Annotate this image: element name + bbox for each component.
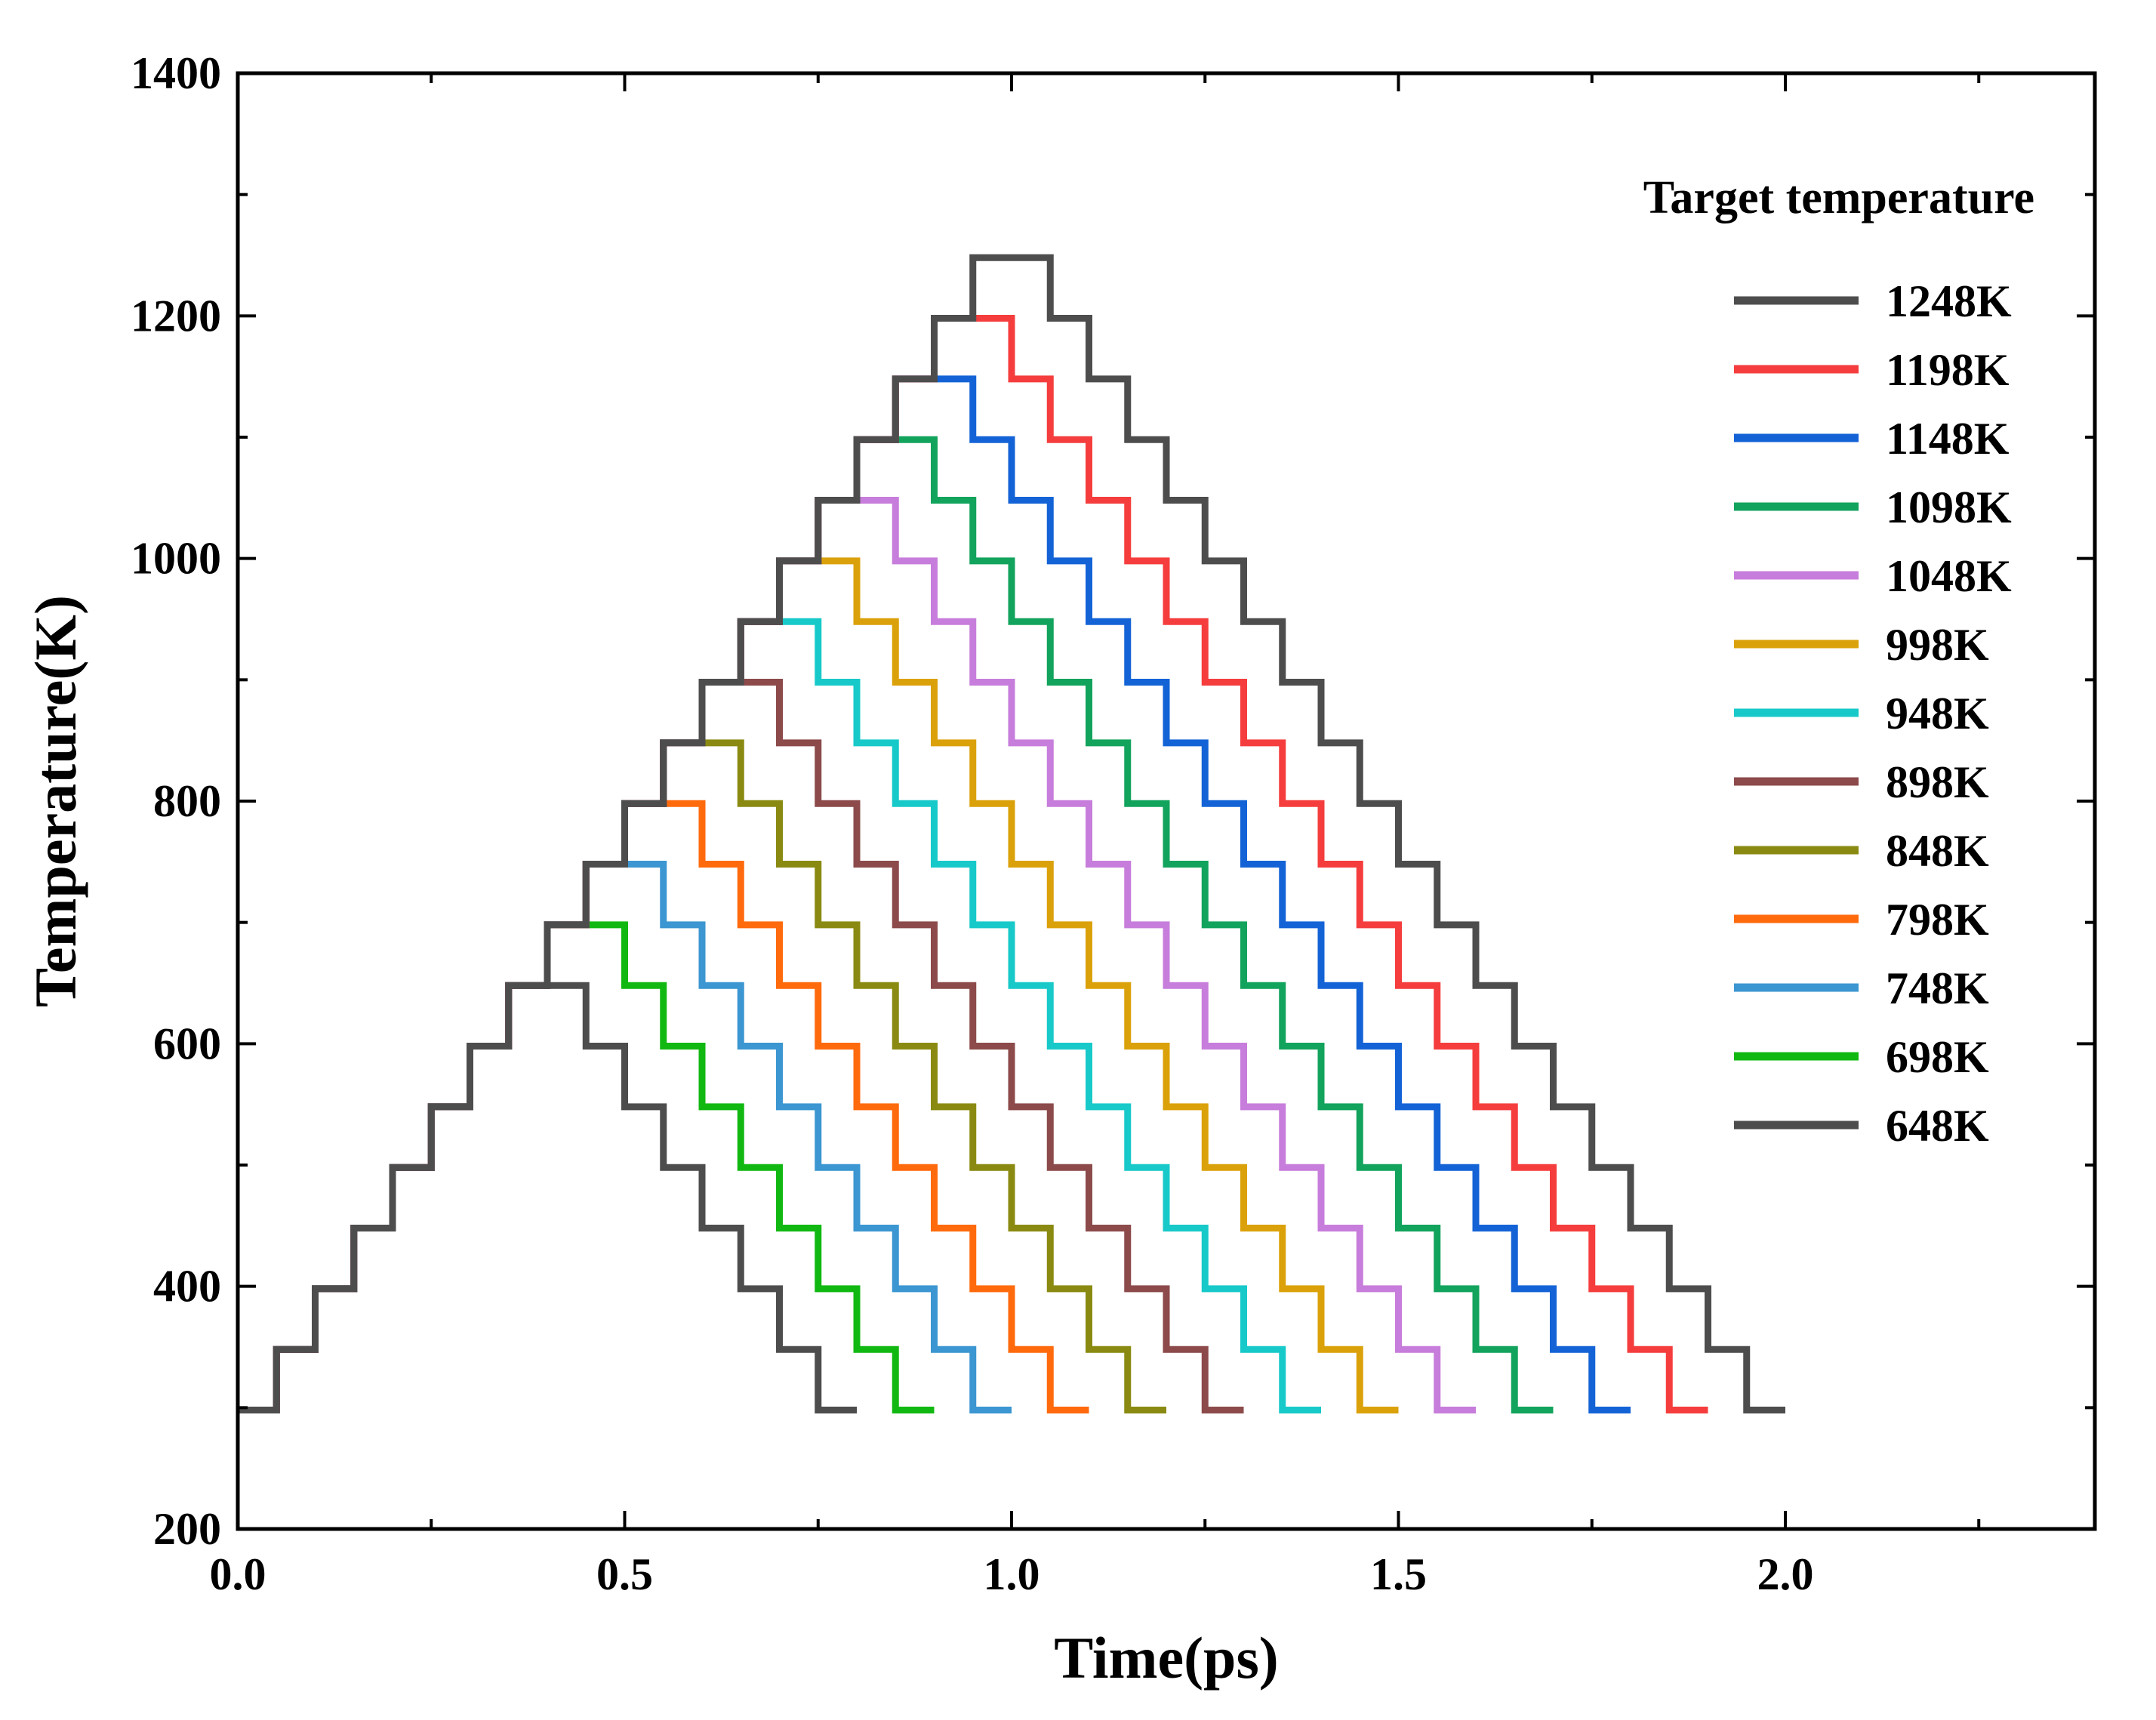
legend-label-898K: 898K — [1886, 757, 1989, 807]
legend-label-848K: 848K — [1886, 826, 1989, 876]
legend-label-648K: 648K — [1886, 1101, 1989, 1151]
legend-label-948K: 948K — [1886, 689, 1989, 738]
legend-label-698K: 698K — [1886, 1032, 1989, 1082]
x-tick-label: 1.0 — [984, 1549, 1040, 1599]
y-tick-label: 200 — [153, 1504, 221, 1554]
legend-label-1198K: 1198K — [1886, 345, 2010, 395]
x-tick-label: 0.5 — [596, 1549, 653, 1599]
y-tick-label: 600 — [153, 1019, 221, 1068]
series-line-1248K — [238, 254, 1785, 1414]
y-tick-label: 400 — [153, 1262, 221, 1312]
x-axis-label: Time(ps) — [1054, 1625, 1279, 1691]
plot-frame — [236, 71, 2097, 1531]
x-tick-label: 2.0 — [1757, 1549, 1814, 1599]
legend-label-1148K: 1148K — [1886, 414, 2010, 464]
y-tick-label: 1000 — [131, 534, 221, 584]
legend-label-748K: 748K — [1886, 963, 1989, 1013]
y-tick-label: 1200 — [131, 291, 221, 341]
legend-title: Target temperature — [1643, 172, 2034, 223]
y-axis-label: Temperature(K) — [23, 595, 88, 1007]
legend-label-1048K: 1048K — [1886, 551, 2012, 601]
y-tick-label: 1400 — [131, 48, 221, 98]
series-layer — [238, 254, 1785, 1414]
legend-label-1098K: 1098K — [1886, 482, 2012, 532]
legend-label-1248K: 1248K — [1886, 276, 2012, 326]
legend-label-998K: 998K — [1886, 620, 1989, 670]
legend: Target temperature 1248K 1198K 1148K 1098K 10… — [1643, 172, 2034, 1151]
y-tick-label: 800 — [153, 776, 221, 826]
x-tick-label: 0.0 — [210, 1549, 266, 1599]
x-tick-label: 1.5 — [1370, 1549, 1427, 1599]
legend-label-798K: 798K — [1886, 895, 1989, 945]
axis-layer: 0.0 0.5 1.0 1.5 2.0 200 400 600 800 1000 1200 1400 — [131, 48, 2095, 1599]
